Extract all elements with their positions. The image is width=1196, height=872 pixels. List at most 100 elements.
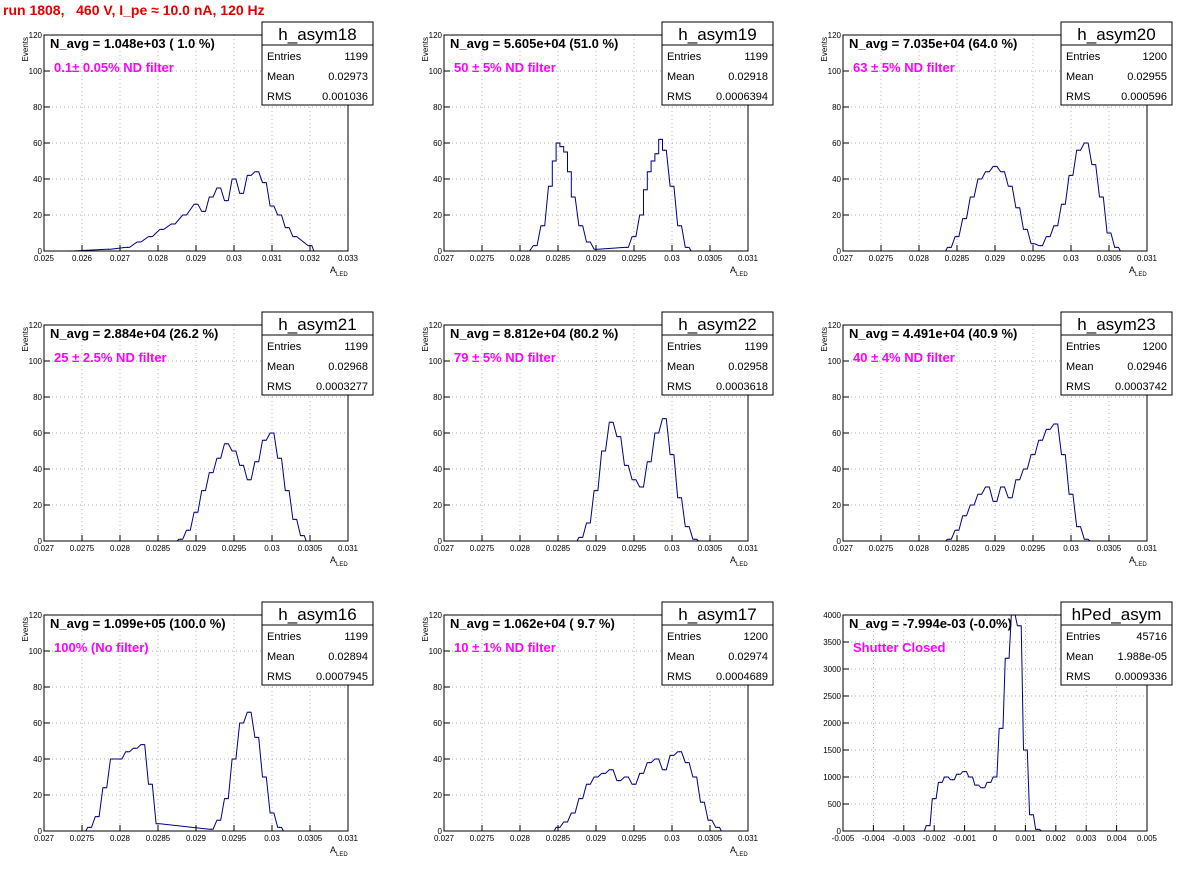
x-tick-label: 0.0305 [1097, 544, 1122, 553]
histogram-bin [271, 432, 273, 434]
histogram-bin [587, 241, 590, 243]
x-tick-label: 0.03 [1063, 544, 1079, 553]
y-tick-label: 60 [33, 139, 42, 148]
x-tick-label: 0.031 [262, 254, 283, 263]
x-tick-label: 0.028 [510, 834, 531, 843]
histogram-bin [988, 781, 990, 784]
x-tick-label: 0.028 [510, 544, 531, 553]
x-tick-label: 0.027 [434, 834, 455, 843]
histogram-bin [1040, 439, 1042, 441]
navg-label: N_avg = 2.884e+04 (26.2 %) [50, 326, 218, 341]
histogram-bin [127, 751, 129, 753]
x-axis-label-subscript: LED [1135, 272, 1147, 278]
y-tick-label: 80 [433, 683, 442, 692]
y-tick-label: 0 [438, 247, 443, 256]
x-tick-label: 0.0295 [1021, 544, 1046, 553]
histogram-bin [1085, 538, 1087, 540]
stat-label: Mean [267, 71, 295, 83]
x-axis-label-subscript: LED [336, 272, 348, 278]
stats-box [261, 311, 374, 396]
histogram-bin [948, 246, 951, 248]
stats-box [661, 311, 774, 396]
x-tick-label: 0.027 [833, 254, 854, 263]
histogram-bin [1078, 149, 1080, 151]
x-tick-label: 0.0285 [945, 254, 970, 263]
histogram-bin [1116, 246, 1118, 248]
histogram-bin [286, 227, 288, 229]
histogram-bin [945, 776, 947, 778]
stat-value: 0.000596 [1121, 91, 1167, 103]
histogram-bin [203, 490, 205, 492]
histogram-bin [948, 538, 951, 540]
navg-label: N_avg = 4.491e+04 (40.9 %) [849, 326, 1017, 341]
x-tick-label: 0.001 [1015, 834, 1036, 843]
histogram-bin [686, 526, 688, 528]
y-tick-label: 60 [33, 429, 42, 438]
x-axis-label-subscript: LED [736, 272, 748, 278]
histogram-bin [694, 776, 696, 778]
histogram-bin [233, 450, 235, 452]
y-axis-label: Events [820, 327, 829, 351]
x-tick-label: 0.0295 [1021, 254, 1046, 263]
histogram-bin [1036, 828, 1039, 830]
histogram-bin [595, 776, 597, 778]
histogram-bin [149, 783, 151, 785]
histogram-name: h_asym21 [278, 315, 356, 334]
histogram-bin [663, 418, 666, 420]
stats-box [661, 601, 774, 686]
x-tick-label: -0.002 [923, 834, 946, 843]
stat-value: 0.02974 [728, 651, 768, 663]
histogram-bin [248, 479, 250, 481]
y-tick-label: 2000 [823, 719, 841, 728]
stat-label: Mean [1066, 651, 1094, 663]
histogram-bin [660, 138, 662, 140]
histogram-bin [964, 771, 966, 773]
histogram-bin [656, 758, 658, 760]
stat-value: 0.02958 [728, 361, 768, 373]
stat-value: 1199 [344, 341, 368, 353]
histogram-bin [641, 486, 643, 488]
x-tick-label: -0.003 [892, 834, 915, 843]
y-tick-label: 20 [832, 501, 841, 510]
histogram-panel-h_asym19: 0.027 0.0275 0.028 0.0285 0.029 0.0295 0.03 0.0… [421, 21, 774, 278]
histogram-bin [1070, 174, 1072, 176]
y-tick-label: 60 [832, 139, 841, 148]
navg-label: N_avg = 1.099e+05 (100.0 %) [50, 616, 226, 631]
stat-value: 0.0006394 [716, 91, 768, 103]
x-tick-label: 0.0275 [869, 254, 894, 263]
y-tick-label: 120 [429, 321, 443, 330]
x-axis-label-subscript: LED [1135, 562, 1147, 568]
y-tick-label: 0 [38, 247, 43, 256]
x-tick-label: 0.027 [34, 544, 55, 553]
stats-box [661, 21, 774, 106]
histogram-bin [648, 171, 650, 173]
histogram-bin [652, 160, 654, 162]
stat-label: RMS [1066, 91, 1090, 103]
histogram-bin [964, 515, 966, 517]
y-tick-label: 80 [832, 393, 841, 402]
y-tick-label: 3000 [823, 665, 841, 674]
y-axis-label: Events [820, 37, 829, 61]
stat-label: Mean [667, 651, 695, 663]
histogram-bin [1030, 814, 1033, 816]
histogram-bin [241, 722, 243, 724]
histogram-bin [104, 787, 106, 789]
histogram-bin [561, 146, 563, 148]
y-tick-label: 120 [429, 611, 443, 620]
x-tick-label: 0.0285 [945, 544, 970, 553]
histogram-panel-h_asym20: 0.027 0.0275 0.028 0.0285 0.029 0.0295 0.03 0.0… [820, 21, 1173, 278]
stat-label: Entries [667, 51, 702, 63]
histogram-bin [648, 762, 650, 764]
histogram-bin [587, 522, 590, 524]
histogram-bin [542, 225, 544, 227]
stat-value: 0.02918 [728, 71, 768, 83]
x-tick-label: 0.003 [1076, 834, 1097, 843]
histogram-bin [1018, 625, 1020, 627]
histogram-bin [241, 192, 243, 194]
histogram-bin [184, 214, 186, 216]
x-axis-label: A [730, 265, 736, 275]
histogram-bin [951, 779, 954, 781]
histogram-bin [641, 214, 643, 216]
stat-value: 0.02968 [328, 361, 368, 373]
y-tick-label: 80 [433, 103, 442, 112]
